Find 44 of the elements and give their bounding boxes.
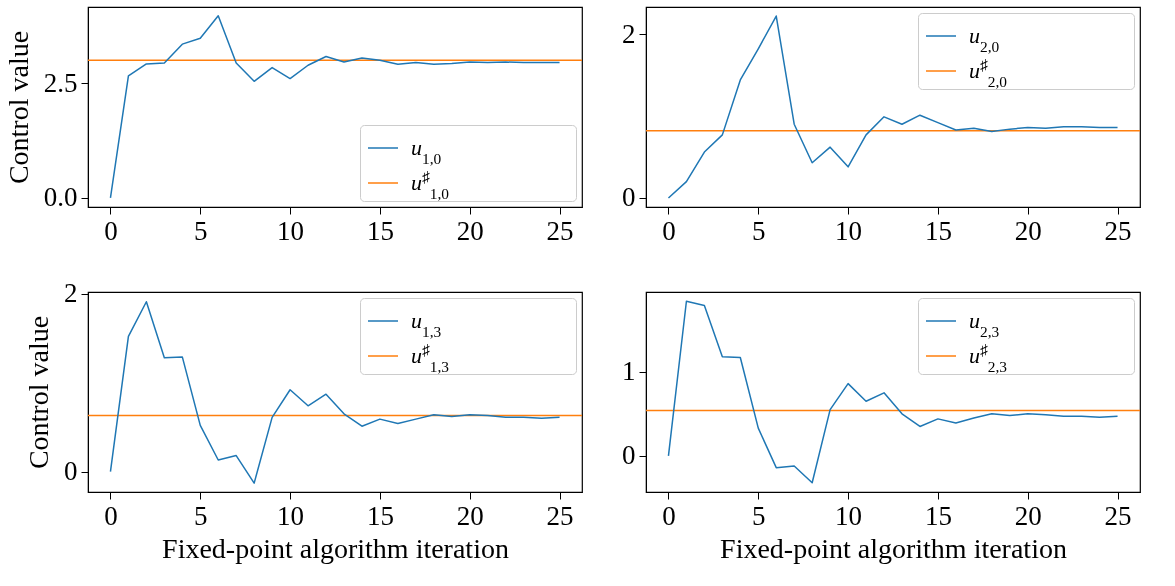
x-tick-label: 0 bbox=[104, 500, 118, 531]
y-tick-label: 2 bbox=[622, 18, 636, 49]
x-tick-label: 15 bbox=[924, 500, 952, 531]
y-tick-label: 0.0 bbox=[43, 182, 78, 213]
x-tick-label: 5 bbox=[752, 215, 766, 246]
y-tick-label: 0 bbox=[64, 456, 78, 487]
legend-label: u$_{1,0}$ bbox=[411, 135, 442, 167]
x-tick-label: 10 bbox=[277, 215, 305, 246]
x-tick-label: 15 bbox=[366, 500, 394, 531]
legend-label: u$_{2,0}$ bbox=[969, 23, 1000, 55]
line-series bbox=[667, 300, 1119, 484]
legend-label: u$_{2,3}$ bbox=[969, 308, 1000, 340]
x-tick-label: 25 bbox=[1104, 500, 1132, 531]
x-tick-label: 5 bbox=[194, 215, 208, 246]
x-tick-label: 10 bbox=[835, 500, 863, 531]
x-tick-label: 25 bbox=[546, 215, 574, 246]
x-tick-label: 25 bbox=[1104, 215, 1132, 246]
y-tick-label: 2.5 bbox=[43, 67, 78, 98]
x-tick-label: 5 bbox=[752, 500, 766, 531]
x-tick-label: 20 bbox=[456, 500, 484, 531]
x-axis-title: Fixed-point algorithm iteration bbox=[720, 532, 1067, 564]
x-tick-label: 0 bbox=[662, 215, 676, 246]
y-axis-title: Control value bbox=[2, 30, 34, 185]
x-tick-label: 20 bbox=[456, 215, 484, 246]
line-series bbox=[667, 15, 1119, 199]
legend-label: u$_{1,3}$ bbox=[411, 308, 442, 340]
x-tick-label: 5 bbox=[194, 500, 208, 531]
x-tick-label: 15 bbox=[924, 215, 952, 246]
line-series bbox=[109, 14, 561, 199]
y-tick-label: 0 bbox=[622, 440, 636, 471]
y-tick-label: 0 bbox=[622, 182, 636, 213]
line-series bbox=[109, 301, 561, 484]
x-tick-label: 10 bbox=[277, 500, 305, 531]
x-axis-title: Fixed-point algorithm iteration bbox=[162, 532, 509, 564]
x-tick-label: 0 bbox=[662, 500, 676, 531]
x-tick-label: 10 bbox=[835, 215, 863, 246]
x-tick-label: 0 bbox=[104, 215, 118, 246]
x-tick-label: 20 bbox=[1014, 500, 1042, 531]
x-tick-label: 25 bbox=[546, 500, 574, 531]
y-tick-label: 2 bbox=[64, 278, 78, 309]
x-tick-label: 20 bbox=[1014, 215, 1042, 246]
y-tick-label: 1 bbox=[622, 356, 636, 387]
y-axis-title: Control value bbox=[23, 315, 54, 470]
x-tick-label: 15 bbox=[366, 215, 394, 246]
